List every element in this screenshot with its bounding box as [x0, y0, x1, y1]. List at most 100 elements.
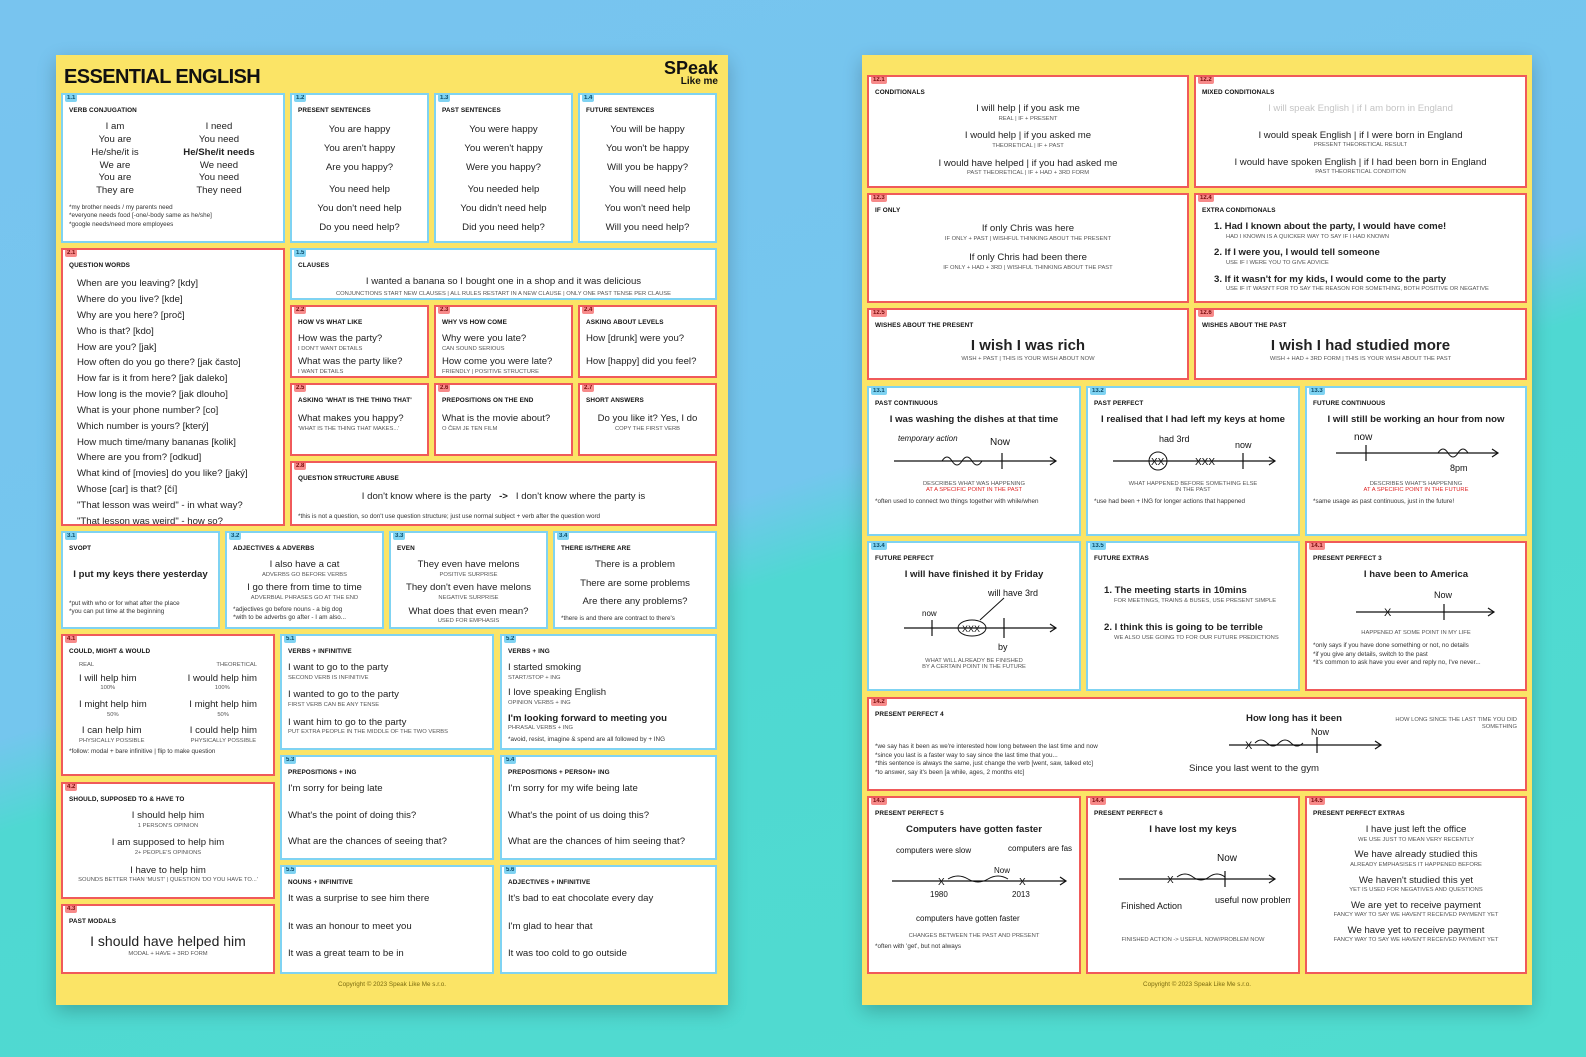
subnote: BY A CERTAIN POINT IN THE FUTURE — [922, 664, 1026, 671]
conj-line: You need — [198, 134, 240, 146]
timeline-diagram: X Now useful now problem now Finished Ac… — [1119, 853, 1291, 911]
subnote: FINISHED ACTION -> USEFUL NOW/PROBLEM NO… — [1121, 936, 1265, 943]
timeline-arrowhead — [1268, 874, 1277, 884]
timeline-arrowhead — [1374, 740, 1383, 750]
card-mixed-conditionals: 12.2 MIXED CONDITIONALS I will speak Eng… — [1194, 75, 1527, 188]
card-future-sentences: 1.4 FUTURE SENTENCES You will be happy Y… — [578, 93, 717, 243]
card-title: IF ONLY — [875, 207, 901, 214]
subnote: 50% — [107, 711, 119, 718]
card-number: 2.5 — [294, 385, 307, 392]
subnote: 1 PERSON'S OPINION — [137, 822, 199, 829]
timeline-diagram: XXX will have 3rd now by — [904, 588, 1058, 652]
x-mark: XX — [1151, 457, 1165, 468]
wavy-consequence — [1176, 873, 1226, 881]
note: *this is not a question, so don't use qu… — [298, 512, 601, 520]
subnote: MODAL + HAVE + 3RD FORM — [128, 950, 208, 957]
sentence: What is the movie about? — [442, 413, 551, 425]
subnote: START/STOP + ING — [508, 674, 561, 681]
card-number: 2.2 — [294, 307, 307, 314]
x-mark: XXX — [1195, 457, 1215, 468]
sentence: I'm sorry for being late — [288, 783, 383, 795]
sentence: You aren't happy — [323, 143, 396, 155]
card-number: 3.1 — [65, 533, 78, 540]
subnote: 'WHAT IS THE THING THAT MAKES...' — [298, 425, 400, 432]
card-title: FUTURE PERFECT — [875, 555, 934, 562]
card-number: 13.4 — [871, 543, 887, 550]
col-header-real: REAL — [79, 662, 95, 669]
sentence: I want him to go to the party — [288, 716, 407, 728]
computers-slow-label: computers were slow — [896, 846, 971, 855]
subnote: CONJUNCTIONS START NEW CLAUSES | ALL RUL… — [335, 290, 672, 297]
card-title: SVOPT — [69, 545, 92, 552]
card-how-vs-what-like: 2.2 HOW VS WHAT LIKE How was the party? … — [290, 305, 429, 378]
subnote: FANCY WAY TO SAY WE HAVEN'T RECEIVED PAY… — [1333, 937, 1499, 944]
wavy-duration — [1254, 739, 1304, 747]
card-number: 12.3 — [871, 195, 887, 202]
card-present-perfect-3: 14.1 PRESENT PERFECT 3 I have been to Am… — [1305, 541, 1527, 691]
wrong-sentence: I don't know where is the party — [361, 491, 492, 503]
card-title: PRESENT PERFECT 6 — [1094, 810, 1163, 817]
card-number: 5.1 — [284, 636, 297, 643]
timeline-diagram: temporary action Now — [894, 434, 1058, 469]
sentence: What makes you happy? — [298, 413, 404, 425]
sentence: We haven't studied this yet — [1358, 874, 1474, 886]
card-prepositions-on-end: 2.6 PREPOSITIONS ON THE END What is the … — [434, 383, 573, 456]
sentence: It was an honour to meet you — [288, 920, 412, 932]
subnote: WHAT WILL ALREADY BE FINISHED — [925, 657, 1023, 664]
sentence: I wish I was rich — [970, 337, 1086, 355]
sentence: I would help | if you asked me — [964, 130, 1092, 142]
card-title: PRESENT PERFECT 4 — [875, 711, 944, 718]
conj-line: I need — [205, 121, 233, 133]
card-title: PAST CONTINUOUS — [875, 400, 938, 407]
completed-action-circle — [957, 619, 987, 637]
card-extra-conditionals: 12.4 EXTRA CONDITIONALS 1. Had I known a… — [1194, 193, 1527, 303]
subnote: POSITIVE SURPRISE — [439, 571, 498, 578]
card-past-sentences: 1.3 PAST SENTENCES You were happy You we… — [434, 93, 573, 243]
conj-line: You are — [98, 172, 132, 184]
note: *if you give any details, switch to the … — [1313, 650, 1428, 658]
card-present-perfect-4: 14.2 PRESENT PERFECT 4 *we say has it be… — [867, 697, 1527, 791]
subnote: COPY THE FIRST VERB — [614, 425, 681, 432]
card-wishes-past: 12.6 WISHES ABOUT THE PAST I wish I had … — [1194, 308, 1527, 380]
computers-gotten-faster-label: computers have gotten faster — [916, 914, 1020, 923]
card-number: 14.2 — [871, 699, 887, 706]
subnote: PAST THEORETICAL | IF + HAD + 3RD FORM — [966, 170, 1090, 177]
subnote: ADVERBIAL PHRASES GO AT THE END — [250, 594, 359, 601]
subnote: WE USE JUST TO MEAN VERY RECENTLY — [1358, 836, 1474, 843]
sentence: If only Chris had been there — [969, 252, 1087, 264]
sentence: How was the party? — [298, 333, 383, 345]
sentence: What are the chances of him seeing that? — [508, 836, 686, 848]
card-number: 5.5 — [284, 867, 297, 874]
sentence: You didn't need help — [460, 203, 547, 215]
timeline-diagram: X Now — [1356, 590, 1496, 620]
sentence: If only Chris was here — [981, 223, 1075, 235]
conj-line: You are — [98, 134, 132, 146]
sentence: 2. I think this is going to be terrible — [1104, 622, 1263, 634]
x-mark: X — [1245, 740, 1253, 752]
note: *you can put time at the beginning — [69, 608, 165, 616]
sentence: What's the point of us doing this? — [508, 809, 650, 821]
conj-line: We are — [99, 159, 131, 171]
copyright: Copyright © 2023 Speak Like Me s.r.o. — [338, 981, 446, 988]
sentence: Are you happy? — [325, 161, 394, 173]
conj-line: He/She/it needs — [183, 146, 255, 158]
pp4-notes: *we say has it been as we're interested … — [875, 743, 1145, 777]
card-number: 3.3 — [393, 533, 406, 540]
question-line: How are you? [jak] — [77, 341, 157, 353]
x-mark: X — [1019, 877, 1026, 888]
now-label: Now — [990, 437, 1011, 448]
sentence: What does that even mean? — [408, 605, 529, 617]
note: *this sentence is always the same, just … — [875, 760, 1094, 767]
card-number: 4.2 — [65, 784, 78, 791]
year-2013-label: 2013 — [1012, 890, 1030, 899]
col-header-theoretical: THEORETICAL — [216, 662, 257, 669]
subnote: IN THE PAST — [1175, 487, 1211, 494]
card-question-words: 2.1 QUESTION WORDS When are you leaving?… — [61, 248, 285, 526]
timeline-arrowhead — [1491, 448, 1500, 458]
note: *put with who or for what after the plac… — [69, 599, 180, 607]
subnote: FOR MEETINGS, TRAINS & BUSES, USE PRESEN… — [1114, 597, 1277, 604]
card-short-answers: 2.7 SHORT ANSWERS Do you like it? Yes, I… — [578, 383, 717, 456]
card-number: 13.3 — [1309, 388, 1325, 395]
card-number: 1.1 — [65, 95, 78, 102]
computers-fast-label: computers are fast — [1008, 844, 1072, 853]
